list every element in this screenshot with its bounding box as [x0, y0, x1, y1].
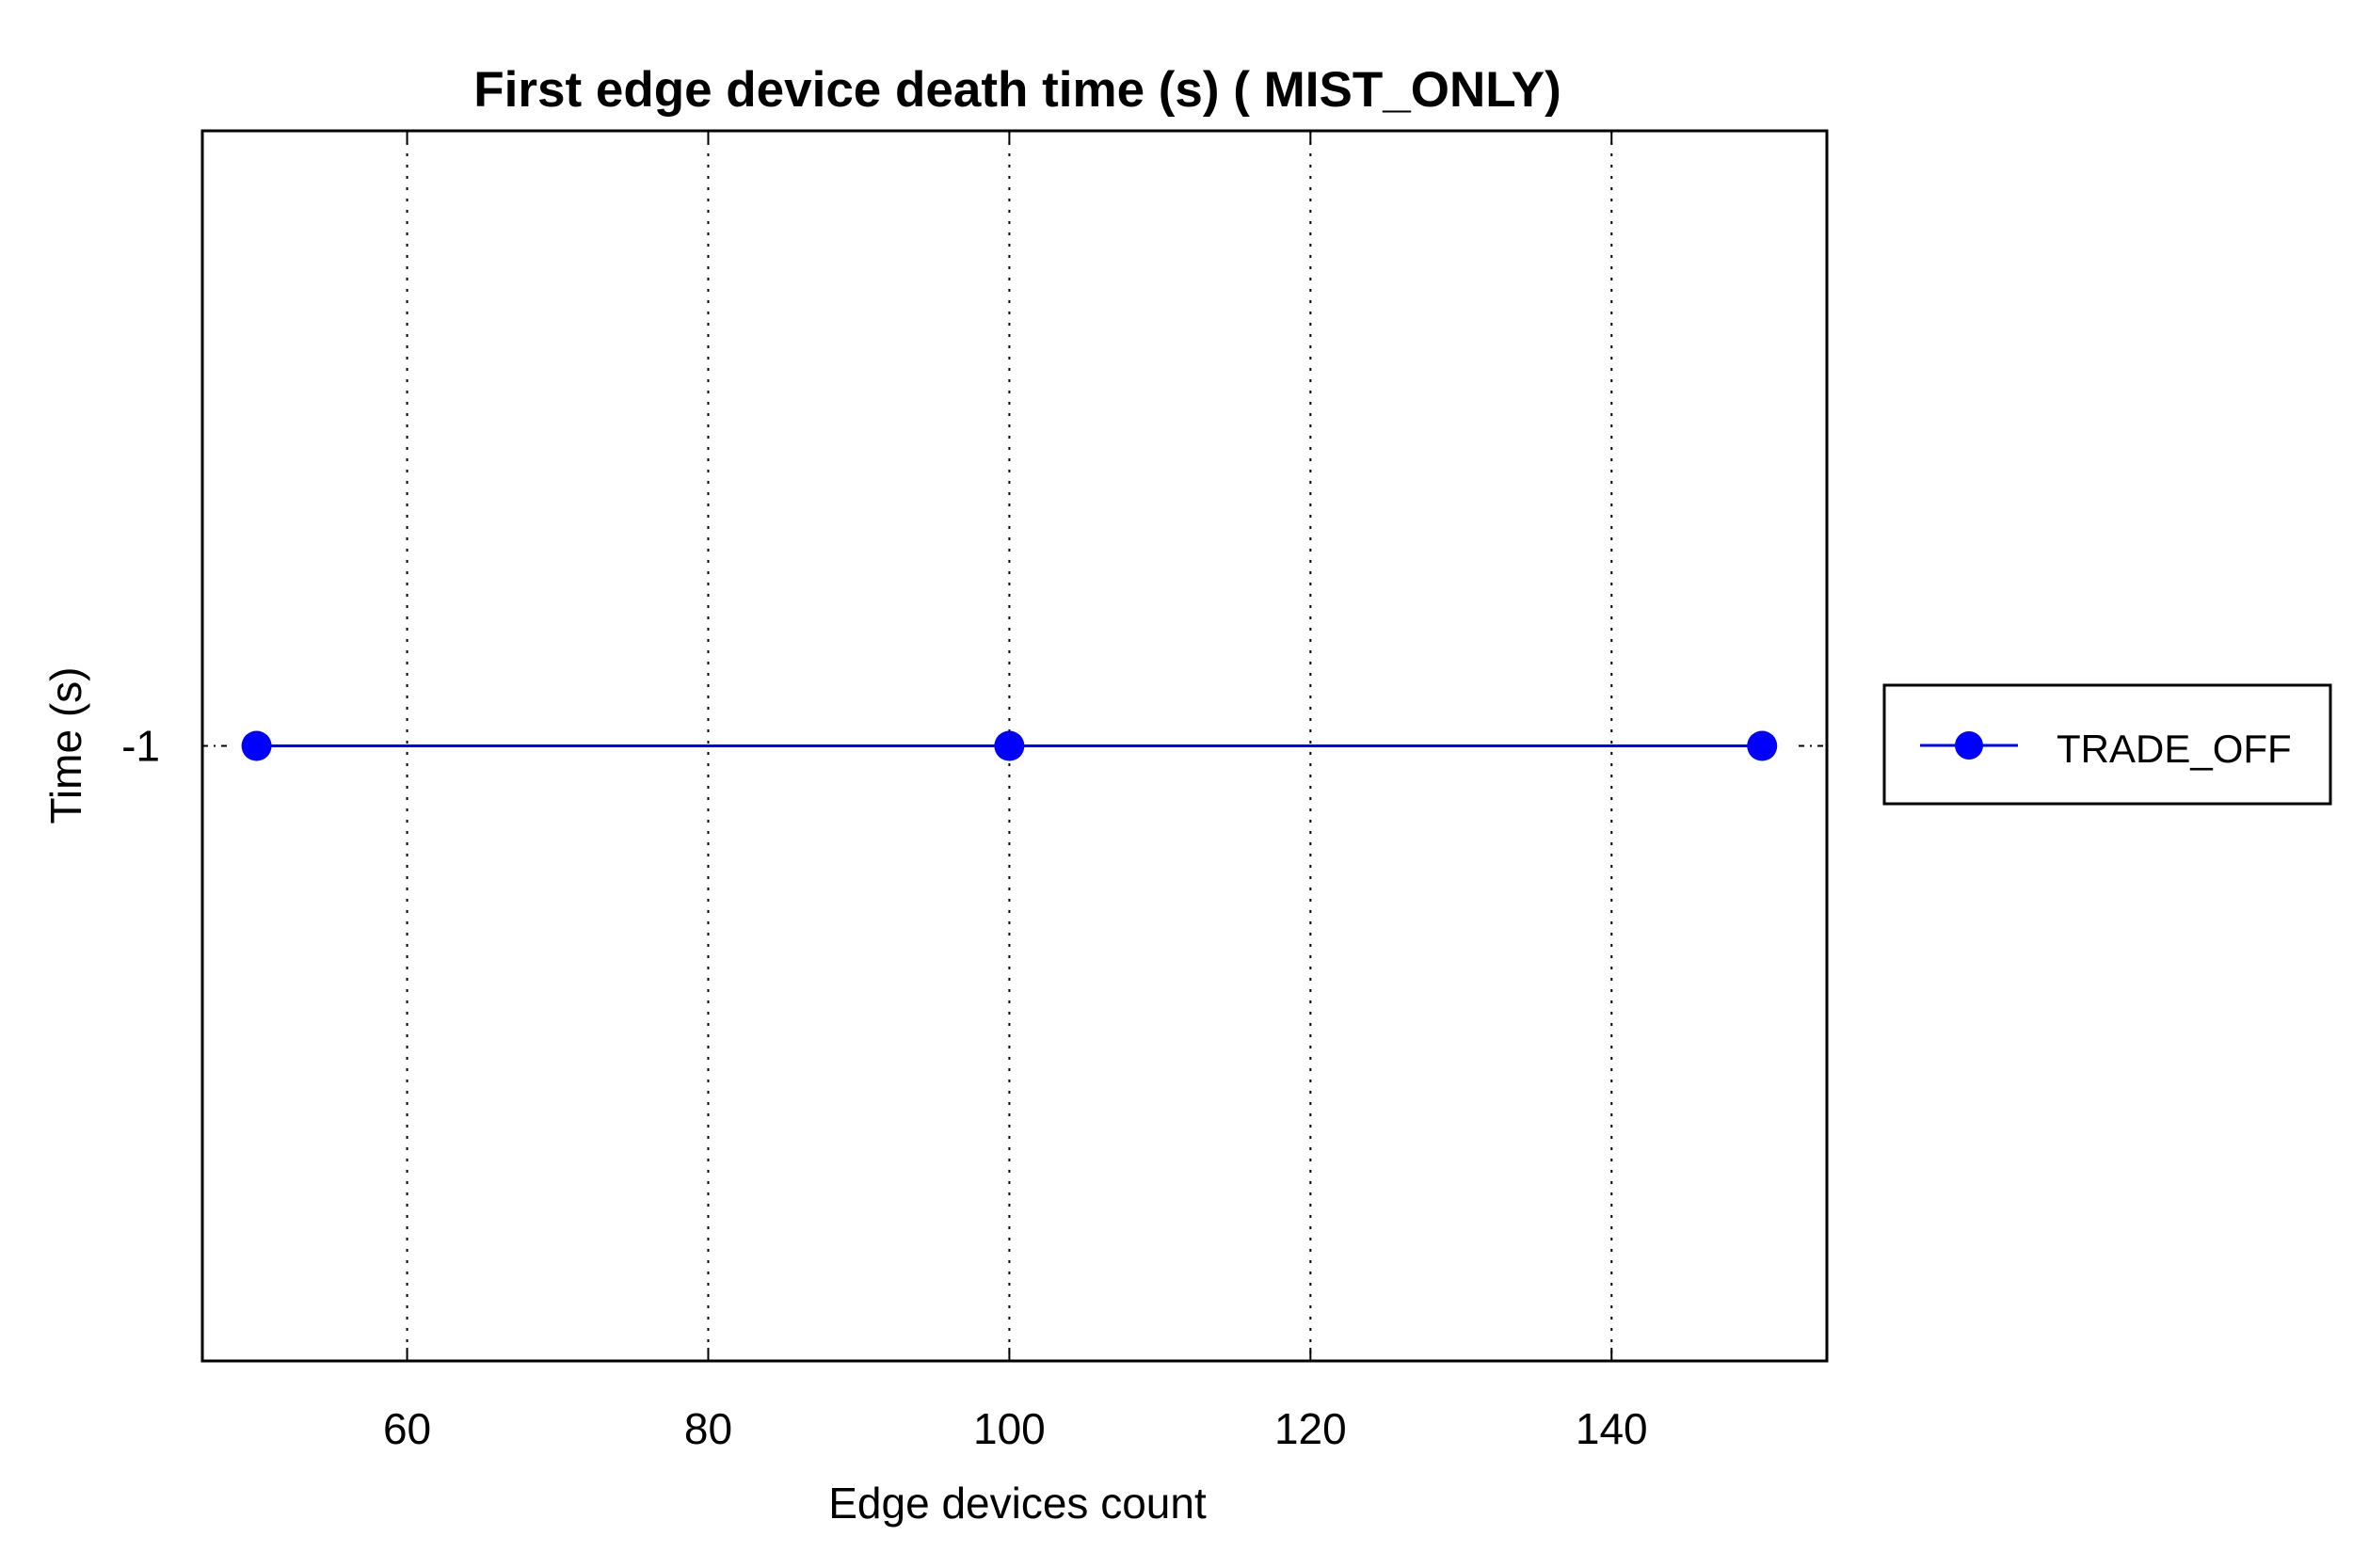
y-tick-label: -1 [121, 722, 160, 771]
axis-ticks [202, 131, 1827, 1361]
legend-marker-trade-off [1955, 731, 1983, 760]
y-axis-label: Time (s) [41, 667, 90, 824]
data-point-trade-off [1747, 730, 1778, 761]
series-layer [241, 730, 1778, 761]
x-tick-label: 140 [1576, 1404, 1648, 1453]
x-tick-label: 80 [684, 1404, 732, 1453]
legend: TRADE_OFF [1882, 683, 2332, 806]
x-tick-label: 120 [1274, 1404, 1347, 1453]
chart-title: First edge device death time (s) ( MIST_… [473, 62, 1561, 118]
legend-label-trade-off: TRADE_OFF [2057, 727, 2292, 771]
data-point-trade-off [994, 730, 1025, 761]
x-tick-labels: 60 80 100 120 140 [383, 1404, 1648, 1453]
y-tick-labels: -1 [121, 722, 160, 771]
x-tick-label: 60 [383, 1404, 431, 1453]
grid-lines [406, 131, 1613, 1361]
x-tick-label: 100 [973, 1404, 1046, 1453]
x-axis-label: Edge devices count [828, 1479, 1207, 1528]
data-point-trade-off [241, 730, 272, 761]
